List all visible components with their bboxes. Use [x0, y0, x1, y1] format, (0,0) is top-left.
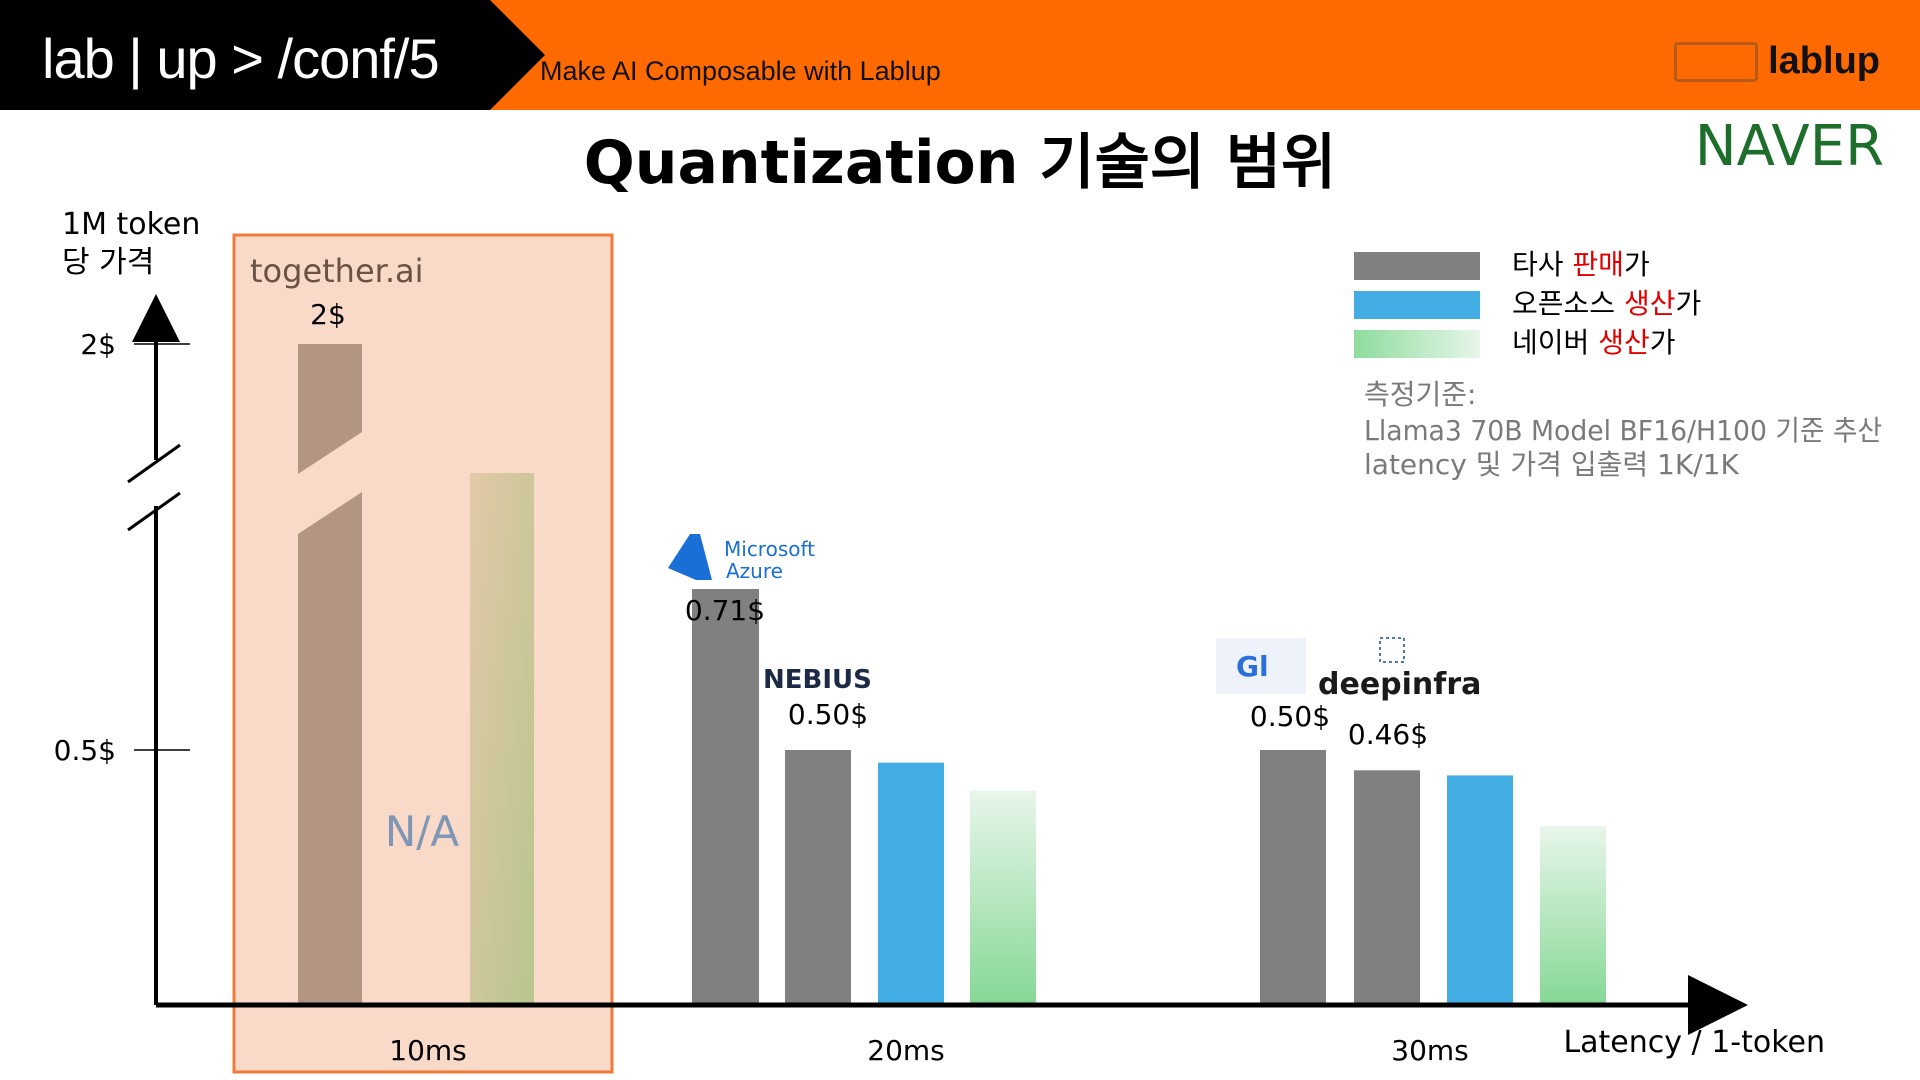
- legend-swatch: [1354, 291, 1480, 319]
- bar: [785, 750, 851, 1004]
- y-axis-label: 1M token: [62, 207, 200, 242]
- note-title: 측정기준:: [1364, 378, 1476, 411]
- legend-swatch: [1354, 252, 1480, 280]
- legend-label: 오픈소스 생산가: [1512, 287, 1701, 320]
- y-tick-label: 0.5$: [54, 734, 116, 767]
- provider-nebius: NEBIUS: [763, 665, 872, 695]
- legend-label-part: 네이버: [1512, 326, 1598, 359]
- bar: [470, 473, 534, 1005]
- legend-label-part: 가: [1624, 248, 1650, 281]
- bar-series: [298, 344, 1606, 1005]
- bar: [1260, 750, 1326, 1004]
- bar: [1447, 775, 1513, 1004]
- naver-logo: NAVER: [1694, 114, 1884, 179]
- legend-label-part: 오픈소스: [1512, 287, 1624, 320]
- highlight-box-10ms: [232, 233, 614, 1074]
- bar: [878, 762, 944, 1004]
- bar: [692, 589, 759, 1004]
- y-axis-label: 당 가격: [62, 245, 154, 280]
- bar: [1354, 770, 1420, 1004]
- note-line: latency 및 가격 입출력 1K/1K: [1364, 448, 1739, 481]
- x-tick-labels: 10ms 20ms 30ms: [389, 1034, 1469, 1067]
- conf-brand: lab | up > /conf/5: [42, 27, 440, 90]
- y-ticks: 2$ 0.5$: [54, 328, 190, 767]
- deepinfra-logo-icon: [1379, 637, 1405, 663]
- x-tick-label: 10ms: [389, 1034, 467, 1067]
- bar: [298, 344, 362, 474]
- legend-swatch: [1354, 330, 1480, 358]
- data-label: 0.50$: [788, 698, 868, 731]
- axis-break-mark: [127, 443, 181, 484]
- x-tick-label: 30ms: [1391, 1034, 1469, 1067]
- y-tick-label: 2$: [80, 328, 116, 361]
- legend-label-part: 가: [1650, 326, 1676, 359]
- provider-azure-line1: Microsoft: [724, 537, 815, 561]
- header-bar: lab | up > /conf/5 Make AI Composable wi…: [0, 0, 1920, 110]
- legend-label-highlight: 생산: [1598, 326, 1650, 359]
- note-line: Llama3 70B Model BF16/H100 기준 추산: [1364, 414, 1882, 447]
- x-tick-label: 20ms: [867, 1034, 945, 1067]
- lablup-logo: lablup: [1674, 40, 1880, 83]
- tagline: Make AI Composable with Lablup: [540, 56, 941, 86]
- azure-logo-icon: [668, 534, 712, 580]
- data-label: 0.71$: [685, 594, 765, 627]
- provider-azure-line2: Azure: [726, 559, 783, 583]
- x-axis-label: Latency / 1-token: [1563, 1025, 1825, 1060]
- data-labels: 2$ 0.71$ 0.50$ 0.50$ 0.46$: [310, 298, 1428, 751]
- bar: [298, 492, 362, 1004]
- legend-label-highlight: 판매: [1572, 248, 1624, 281]
- slide-title: Quantization 기술의 범위: [583, 128, 1337, 198]
- measurement-note: 측정기준: Llama3 70B Model BF16/H100 기준 추산 l…: [1364, 378, 1882, 481]
- legend-label: 타사 판매가: [1512, 248, 1650, 281]
- data-label: 0.46$: [1348, 718, 1428, 751]
- bar: [1540, 826, 1606, 1004]
- lablup-logo-text: lablup: [1768, 40, 1880, 82]
- legend-label: 네이버 생산가: [1512, 326, 1675, 359]
- gl-logo-icon: [1216, 638, 1306, 694]
- data-label: 0.50$: [1250, 700, 1330, 733]
- provider-gl: Gl: [1236, 650, 1269, 683]
- provider-together-ai: together.ai: [250, 252, 424, 290]
- legend-label-part: 타사: [1512, 248, 1572, 281]
- legend-label-part: 가: [1675, 287, 1701, 320]
- provider-deepinfra: deepinfra: [1318, 667, 1481, 702]
- data-label: 2$: [310, 298, 346, 331]
- brand-banner: [0, 0, 545, 110]
- lablup-logo-icon: [1674, 41, 1759, 82]
- na-label: N/A: [385, 807, 460, 856]
- bar: [970, 790, 1036, 1004]
- axis-break-mark: [127, 491, 181, 532]
- chart-axes: [127, 294, 1748, 1035]
- legend-label-highlight: 생산: [1624, 287, 1676, 320]
